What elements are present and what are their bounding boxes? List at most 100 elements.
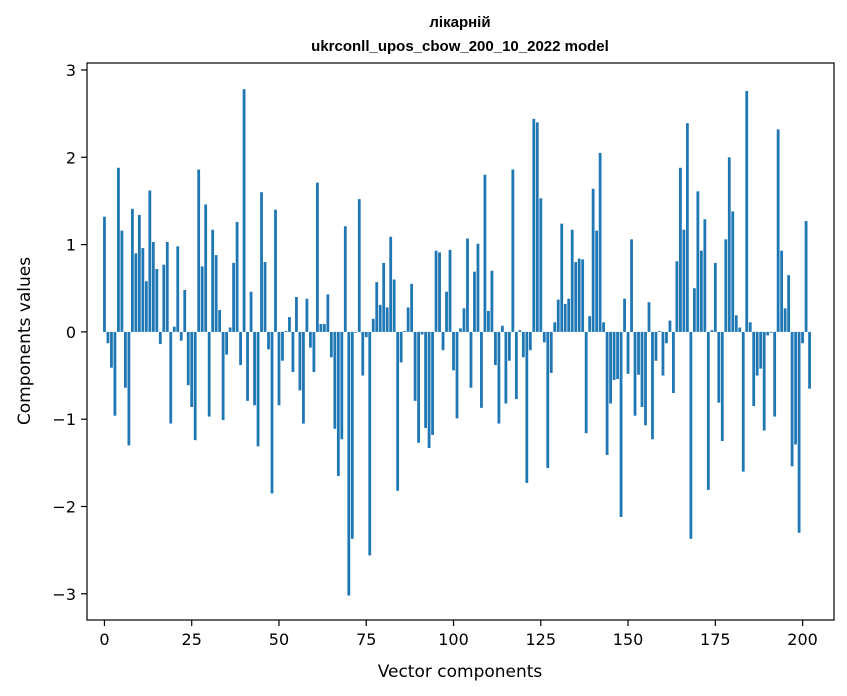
bar-155 [644, 331, 647, 426]
bar-11 [141, 248, 145, 332]
y-axis-label: Components values [15, 257, 35, 425]
bar-50 [277, 331, 281, 406]
bar-202 [808, 331, 811, 389]
bar-44 [256, 331, 260, 447]
bar-152 [633, 331, 637, 416]
bar-161 [665, 331, 668, 344]
bar-32 [214, 255, 218, 332]
bar-96 [438, 252, 441, 332]
bar-168 [689, 331, 693, 539]
bar-115 [504, 331, 508, 404]
bar-98 [445, 291, 448, 332]
bar-59 [309, 331, 312, 348]
bar-2 [110, 331, 113, 368]
bar-49 [274, 209, 277, 332]
x-tick-label: 100 [438, 630, 469, 649]
bar-31 [211, 229, 215, 332]
bar-74 [361, 331, 365, 376]
bar-93 [427, 331, 431, 449]
bar-15 [155, 269, 159, 332]
bar-107 [476, 243, 480, 332]
x-axis-label: Vector components [378, 662, 543, 682]
bar-86 [403, 331, 407, 332]
bar-191 [769, 331, 773, 333]
bar-54 [291, 331, 295, 373]
x-tick-label: 50 [269, 630, 289, 649]
bar-21 [176, 246, 180, 332]
bar-185 [748, 322, 752, 332]
bar-158 [654, 331, 658, 361]
bar-102 [459, 328, 462, 332]
bar-101 [455, 331, 459, 419]
bar-125 [539, 198, 543, 332]
bar-154 [640, 331, 644, 407]
bar-8 [130, 208, 134, 332]
bar-53 [288, 317, 291, 332]
bar-195 [783, 308, 787, 332]
bar-71 [350, 331, 354, 539]
bar-79 [378, 304, 382, 332]
bar-97 [441, 331, 445, 351]
bar-94 [431, 331, 434, 435]
bar-67 [336, 331, 340, 476]
bar-82 [389, 236, 393, 332]
bar-38 [235, 221, 239, 332]
bar-123 [532, 118, 536, 332]
bar-51 [281, 331, 284, 361]
bar-171 [699, 250, 703, 332]
bar-41 [246, 331, 249, 401]
y-tick-label: 0 [66, 323, 76, 342]
bar-157 [651, 331, 654, 440]
bar-58 [305, 298, 309, 332]
bar-77 [371, 318, 375, 332]
bar-68 [340, 331, 344, 440]
bar-166 [682, 229, 686, 332]
bar-9 [134, 253, 138, 332]
bar-119 [518, 330, 522, 332]
x-axis-ticks: 0 25 50 75 100 125 150 175 200 [99, 620, 818, 649]
bar-35 [225, 331, 229, 355]
bar-26 [193, 331, 197, 441]
bar-99 [448, 249, 452, 332]
bar-192 [773, 331, 777, 417]
bar-47 [267, 331, 270, 350]
bar-103 [462, 308, 466, 332]
bar-142 [598, 152, 602, 332]
bar-81 [385, 307, 389, 332]
bar-45 [260, 192, 263, 332]
bar-14 [151, 241, 155, 332]
bar-183 [741, 331, 745, 472]
bar-116 [507, 331, 511, 361]
bar-131 [560, 223, 564, 332]
bar-162 [668, 320, 672, 332]
x-tick-label: 125 [526, 630, 557, 649]
bar-1 [106, 331, 110, 344]
bar-34 [221, 331, 225, 421]
bar-177 [720, 331, 724, 442]
bar-126 [542, 331, 546, 343]
bar-76 [368, 331, 372, 556]
bar-156 [647, 302, 651, 332]
bar-60 [312, 331, 316, 373]
bar-95 [434, 250, 438, 332]
bar-19 [169, 331, 173, 424]
bar-184 [745, 90, 749, 332]
bar-165 [679, 167, 682, 332]
bar-17 [162, 264, 166, 332]
bar-84 [396, 331, 400, 491]
bar-88 [410, 283, 414, 332]
bar-112 [494, 331, 497, 366]
bar-108 [480, 331, 483, 408]
bar-190 [766, 331, 770, 336]
bar-23 [183, 289, 187, 332]
bar-89 [413, 331, 417, 401]
bar-176 [717, 331, 721, 403]
bar-150 [626, 331, 630, 374]
bar-109 [483, 174, 487, 332]
bar-114 [500, 325, 504, 332]
bar-3 [113, 331, 117, 416]
bar-39 [239, 331, 242, 366]
bar-159 [658, 331, 661, 332]
x-tick-label: 175 [700, 630, 731, 649]
bar-201 [804, 221, 808, 332]
